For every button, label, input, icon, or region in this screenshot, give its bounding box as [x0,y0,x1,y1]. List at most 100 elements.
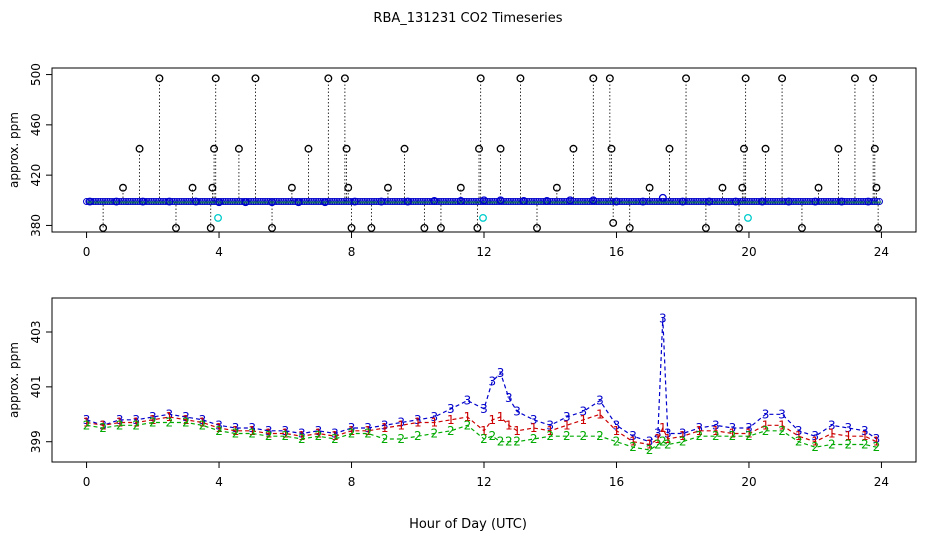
series-1-marker: 1 [580,413,588,427]
series-1-marker: 1 [695,424,703,438]
baseline-point [758,197,767,206]
raw-values-point [251,74,260,83]
series-2-marker: 2 [745,429,753,443]
baseline-point [519,196,528,205]
series-2-marker: 2 [844,437,852,451]
series-3-marker: 3 [497,366,505,380]
series-3-marker: 3 [654,426,662,440]
raw-values-point [119,183,127,192]
raw-values-point [172,224,180,232]
series-3-marker: 3 [298,426,306,440]
series-2-marker: 2 [762,424,770,438]
plot-area [83,74,883,232]
series-3-marker: 3 [563,410,571,424]
series-3-marker: 3 [331,426,339,440]
raw-values-point [476,74,485,83]
baseline-point [294,198,303,207]
cal-point [214,213,222,222]
raw-values-point [735,224,743,232]
series-1-line [86,413,877,446]
series-3-marker: 3 [695,421,703,435]
raw-values-point [436,224,445,232]
panel-top: 0 4 8 12 16 20 24 380 420 460 500 approx. ppm [7,63,917,259]
series-2-marker: 2 [596,429,604,443]
series-2-marker: 2 [199,418,207,432]
x-tick-label: 16 [609,245,624,259]
raw-values-point [701,224,710,232]
series-1-marker: 1 [844,429,852,443]
raw-values-point [475,144,483,153]
raw-values-point [287,183,296,192]
x-tick-label: 0 [83,475,91,489]
series-2-marker: 2 [488,429,496,443]
series-1-marker: 1 [182,413,190,427]
series-2-marker: 2 [629,440,637,454]
baseline-point [165,197,174,206]
series-3-marker: 3 [778,407,786,421]
baseline-point [430,196,439,205]
y-axis-label: approx. ppm [7,342,21,418]
series-2-marker: 2 [828,437,836,451]
series-1-marker: 1 [397,418,405,432]
series-3-marker: 3 [182,410,190,424]
series-1-marker: 1 [166,410,174,424]
series-1-marker: 1 [480,424,488,438]
y-tick-label: 500 [29,63,43,86]
baseline-point [138,197,147,206]
series-1-marker: 1 [414,416,422,430]
baseline-point [864,197,873,206]
series-1-marker: 1 [654,432,662,446]
raw-values-point [304,144,313,153]
raw-values-point [834,144,843,153]
series-3-marker: 3 [348,421,356,435]
series-3-line [86,318,877,443]
baseline-point [112,197,121,206]
raw-values-point [208,183,217,192]
series-1-marker: 1 [215,421,223,435]
raw-values-point [206,224,215,232]
series-1-marker: 1 [712,424,720,438]
series-3-marker: 3 [659,311,667,325]
raw-values-point [324,74,333,83]
series-3-marker: 3 [232,421,240,435]
series-2-marker: 2 [778,424,786,438]
y-tick-label: 403 [29,321,43,344]
series-1-marker: 1 [488,413,496,427]
raw-values-point [645,183,654,192]
series-1-marker: 1 [99,418,107,432]
baseline-point [268,198,276,207]
series-2-marker: 2 [447,424,455,438]
series-3-marker: 3 [281,424,289,438]
x-tick-label: 24 [874,245,889,259]
baseline-point [496,196,505,205]
series-2-marker: 2 [695,429,703,443]
series-3-marker: 3 [248,421,256,435]
series-1-marker: 1 [646,437,654,451]
series-1-marker: 1 [530,421,538,435]
x-tick-label: 12 [476,475,491,489]
raw-values-point [869,74,878,83]
series-3-marker: 3 [546,418,554,432]
raw-values-point [268,224,276,232]
series-1-marker: 1 [513,424,521,438]
series-3-marker: 3 [381,418,389,432]
raw-values-point [874,224,883,232]
series-2-marker: 2 [132,418,140,432]
raw-values-point [798,224,806,232]
series-1-marker: 1 [563,418,571,432]
baseline-point [542,196,551,205]
series-2-marker: 2 [397,432,405,446]
series-2-marker: 2 [166,416,174,430]
series-2-marker: 2 [659,435,667,449]
series-1-marker: 1 [729,426,737,440]
baseline-point [456,196,465,205]
series-2-marker: 2 [530,432,538,446]
y-tick-label: 460 [29,113,43,136]
x-tick-label: 8 [348,245,356,259]
series-3-marker: 3 [265,424,273,438]
series-2-marker: 2 [873,440,881,454]
series-3-marker: 3 [149,410,157,424]
series-2-marker: 2 [513,435,521,449]
series-3-marker: 3 [613,418,621,432]
series-1-marker: 1 [795,429,803,443]
